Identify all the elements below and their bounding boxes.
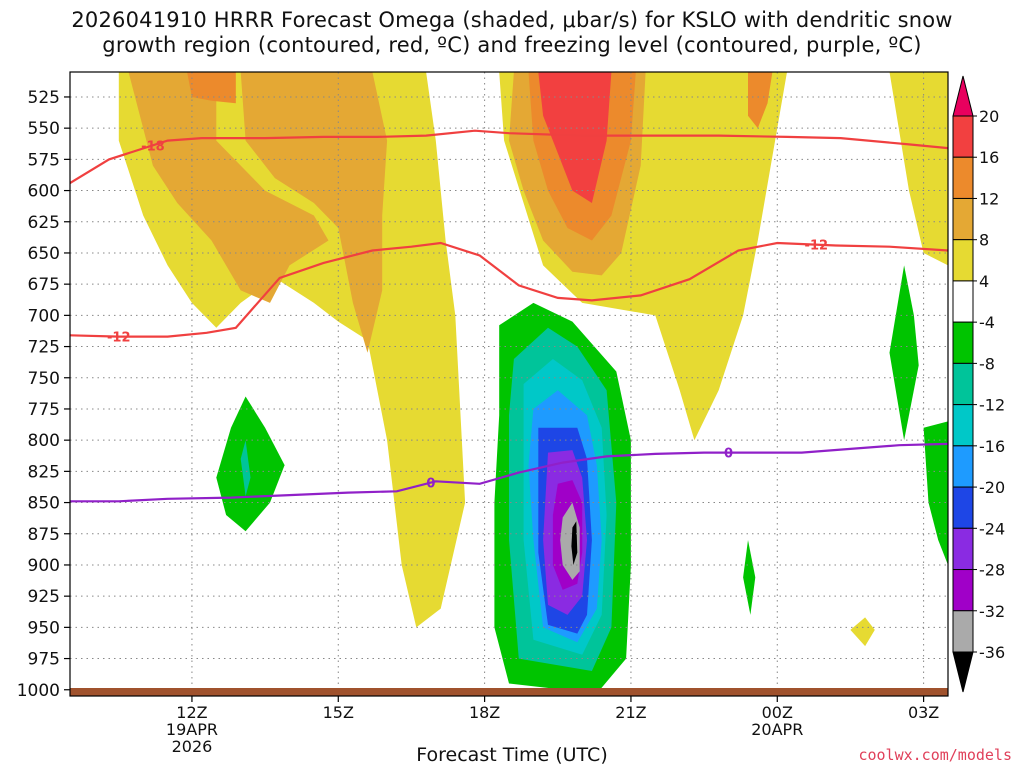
colorbar-label-12: -32: [979, 602, 1005, 621]
y-tick-label-625: 625: [28, 213, 60, 233]
y-tick-label-650: 650: [28, 244, 60, 264]
colorbar-box-11: [952, 569, 974, 612]
omega-region-neg32-20: [560, 502, 580, 580]
colorbar-label-13: -36: [979, 643, 1005, 662]
x-tick-label-00Z-1: 20APR: [751, 720, 803, 739]
colorbar-label-7: -12: [979, 396, 1005, 415]
contour-dgz--18C: [69, 129, 949, 185]
y-tick-label-575: 575: [28, 150, 60, 170]
y-tick-label-875: 875: [28, 525, 60, 545]
y-tick-label-675: 675: [28, 275, 60, 295]
y-tick-label-850: 850: [28, 494, 60, 514]
y-tick-label-900: 900: [28, 556, 60, 576]
contour-label-1-0: -12: [107, 331, 131, 346]
colorbar-box-4: [952, 280, 974, 323]
colorbar-box-9: [952, 486, 974, 529]
colorbar-box-0: [952, 115, 974, 158]
colorbar-box-2: [952, 197, 974, 241]
x-tick-label-21Z-0: 21Z: [615, 703, 646, 722]
colorbar-label-0: 20: [979, 107, 999, 126]
omega-region-neg4-9: [216, 396, 285, 532]
omega-region-16-7: [538, 72, 612, 203]
colorbar-label-1: 16: [979, 148, 999, 167]
ground-strip: [70, 688, 948, 696]
x-tick-label-03Z-0: 03Z: [908, 703, 939, 722]
colorbar-box-6: [952, 362, 974, 406]
y-tick-label-775: 775: [28, 400, 60, 420]
contour-label-2-0: 0: [426, 477, 435, 492]
omega-region-8-1: [128, 72, 329, 303]
y-tick-label-925: 925: [28, 587, 60, 607]
omega-region-12-6: [748, 72, 773, 129]
colorbar-label-4: 4: [979, 272, 989, 291]
omega-region-neg4-11: [743, 540, 756, 615]
colorbar-label-3: 8: [979, 231, 989, 250]
contour-label-2-1: 0: [724, 447, 733, 462]
x-tick-label-15Z-0: 15Z: [323, 703, 354, 722]
colorbar-bottom-arrow: [952, 651, 974, 693]
colorbar: 20 16 12 8 4 -4 -8 -12 -16 -20 -24 -28 -32 -36: [952, 75, 1005, 693]
colorbar-box-1: [952, 156, 974, 199]
colorbar-box-12: [952, 610, 974, 653]
colorbar-label-2: 12: [979, 189, 999, 208]
y-tick-label-525: 525: [28, 88, 60, 108]
y-tick-label-600: 600: [28, 182, 60, 202]
colorbar-box-8: [952, 445, 974, 488]
colorbar-label-10: -24: [979, 519, 1005, 538]
colorbar-label-6: -8: [979, 354, 995, 373]
x-tick-label-18Z-0: 18Z: [469, 703, 500, 722]
contour-label-0-0: -18: [141, 139, 165, 154]
omega-region-neg4-10: [889, 265, 919, 441]
y-tick-label-700: 700: [28, 306, 60, 326]
chart-title-line2: growth region (contoured, red, ºC) and f…: [102, 33, 922, 57]
contour-dgz--12C: [69, 241, 949, 338]
y-tick-label-975: 975: [28, 650, 60, 670]
chart-title-line1: 2026041910 HRRR Forecast Omega (shaded, …: [71, 8, 953, 32]
x-axis-label: Forecast Time (UTC): [416, 744, 608, 766]
colorbar-box-10: [952, 527, 974, 571]
plot-frame: [69, 71, 949, 697]
x-tick-label-12Z-2: 2026: [172, 737, 213, 756]
x-tick-label-00Z-0: 00Z: [762, 703, 793, 722]
omega-region-neg4-12: [923, 421, 948, 565]
y-tick-label-825: 825: [28, 462, 60, 482]
colorbar-box-7: [952, 404, 974, 447]
contour-freezing-level-0C: [70, 442, 949, 503]
omega-region-4-22: [850, 617, 875, 647]
omega-region-12-4: [187, 72, 236, 104]
colorbar-label-5: -4: [979, 313, 995, 332]
omega-region-neg36-21: [571, 521, 578, 565]
y-tick-label-1000: 1000: [17, 681, 60, 701]
omega-region-4-0: [94, 72, 948, 628]
y-tick-label-950: 950: [28, 618, 60, 638]
y-tick-label-725: 725: [28, 338, 60, 358]
y-tick-label-550: 550: [28, 119, 60, 139]
y-axis-ticks: 525 550 575 600 625 650 675 700 725 750 775 800 825 8…: [17, 88, 70, 701]
contour-lines: -18 -12 -12 0 0: [69, 129, 949, 503]
credit-text: coolwx.com/models: [858, 746, 1012, 764]
y-tick-label-750: 750: [28, 369, 60, 389]
colorbar-top-arrow: [952, 75, 974, 117]
colorbar-label-8: -16: [979, 437, 1005, 456]
colorbar-box-5: [952, 321, 974, 364]
omega-region-8-2: [240, 72, 388, 353]
colorbar-label-9: -20: [979, 478, 1005, 497]
x-tick-label-12Z-0: 12Z: [176, 703, 207, 722]
colorbar-box-3: [952, 239, 974, 282]
omega-region-neg8-14: [240, 440, 251, 497]
contour-label-1-1: -12: [805, 239, 829, 254]
colorbar-label-11: -28: [979, 561, 1005, 580]
omega-shaded-regions: [94, 72, 948, 694]
y-tick-label-800: 800: [28, 431, 60, 451]
x-tick-label-12Z-1: 19APR: [166, 720, 218, 739]
